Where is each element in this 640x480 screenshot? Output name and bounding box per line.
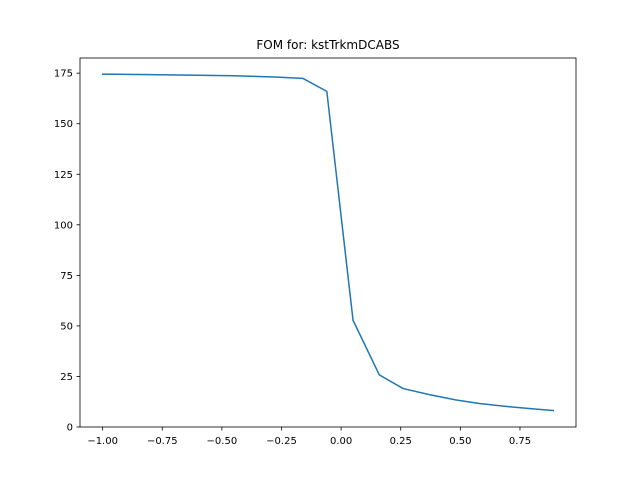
- x-tick-label: 0.25: [390, 436, 412, 447]
- axes-frame: [79, 57, 577, 428]
- x-tick-label: −0.75: [147, 436, 178, 447]
- plot-area: −1.00 −0.75 −0.50 −0.25 0.00 0.25 0.50 0.75 0 25 5…: [54, 69, 555, 447]
- chart-title: FOM for: kstTrkmDCABS: [256, 38, 399, 52]
- y-tick-label: 100: [54, 220, 73, 231]
- x-tick-label: 0.50: [449, 436, 471, 447]
- x-tick-label: −0.50: [207, 436, 238, 447]
- x-tick-label: −0.25: [266, 436, 297, 447]
- x-tick-label: 0.00: [330, 436, 352, 447]
- x-tick-label: 0.75: [509, 436, 531, 447]
- y-tick-label: 0: [67, 423, 73, 434]
- series-line: [101, 73, 555, 412]
- y-tick-label: 25: [60, 372, 73, 383]
- y-tick-label: 50: [60, 321, 73, 332]
- y-tick-label: 150: [54, 119, 73, 130]
- y-tick-label: 125: [54, 170, 73, 181]
- x-tick-label: −1.00: [87, 436, 118, 447]
- y-tick-label: 75: [60, 271, 73, 282]
- y-tick-label: 175: [54, 69, 73, 80]
